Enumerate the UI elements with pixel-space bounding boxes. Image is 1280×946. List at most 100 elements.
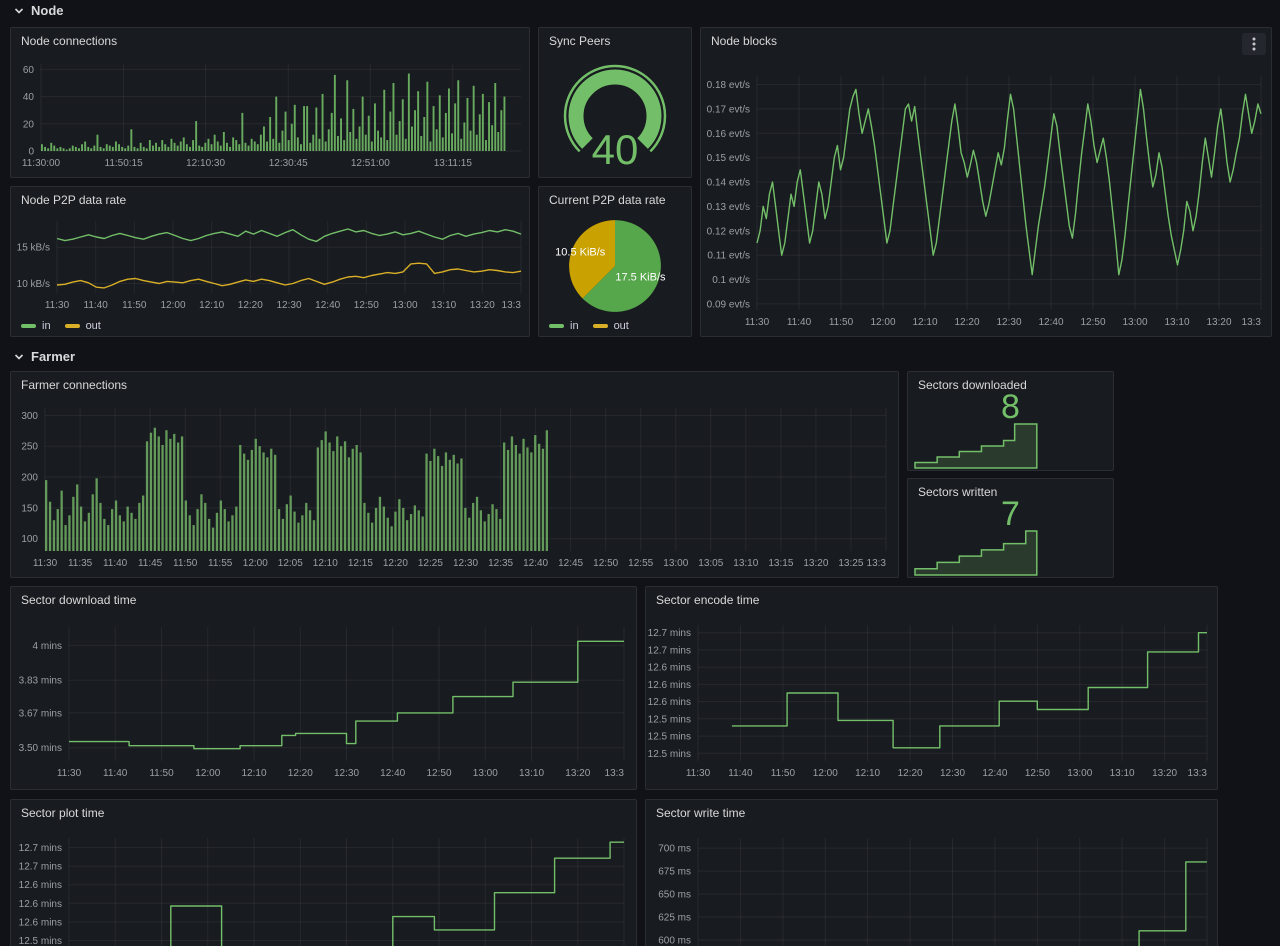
svg-text:60: 60 [23,65,35,76]
svg-text:12:00: 12:00 [870,317,895,328]
farmer-connections-chart[interactable]: 300 250 200 150 100 11:30 11:35 11:40 11:45 11:50… [11,398,898,577]
svg-text:13:10: 13:10 [519,768,544,779]
legend-swatch [549,324,564,328]
svg-text:12.5 mins: 12.5 mins [19,936,62,946]
svg-text:12:50: 12:50 [1080,317,1105,328]
panel-title[interactable]: Sector plot time [21,806,105,820]
svg-text:11:30:00: 11:30:00 [22,158,61,169]
sector-encode-time-chart[interactable]: 12.7 mins 12.7 mins 12.6 mins 12.6 mins 12.6… [646,613,1217,789]
panel-title[interactable]: Sector encode time [656,593,760,607]
sectors-written-sparkline[interactable] [909,528,1112,576]
stat-value: 8 [1001,388,1020,426]
svg-text:13:00: 13:00 [663,558,688,569]
svg-text:12:00: 12:00 [160,300,185,311]
svg-text:150: 150 [21,503,38,514]
svg-text:12.6 mins: 12.6 mins [19,917,62,928]
svg-text:12:10:30: 12:10:30 [186,158,225,169]
svg-text:12:40: 12:40 [523,558,548,569]
svg-text:13:00: 13:00 [1067,768,1092,779]
svg-text:12:30: 12:30 [453,558,478,569]
legend-item-in[interactable]: in [549,320,579,332]
panel-title[interactable]: Sectors downloaded [918,378,1027,392]
svg-text:12.7 mins: 12.7 mins [648,628,691,639]
svg-text:625 ms: 625 ms [658,913,691,924]
section-header-farmer[interactable]: Farmer [14,349,75,364]
sector-download-time-chart[interactable]: 4 mins 3.83 mins 3.67 mins 3.50 mins 11:30 11… [11,613,636,789]
chevron-down-icon [14,353,24,360]
svg-text:13:20: 13:20 [1152,768,1177,779]
svg-text:0.16 evt/s: 0.16 evt/s [707,129,750,140]
panel-title[interactable]: Sync Peers [549,34,611,48]
svg-text:675 ms: 675 ms [658,867,691,878]
panel-title[interactable]: Sectors written [918,485,998,499]
sync-peers-gauge[interactable]: 40 [539,54,691,177]
svg-text:12:00: 12:00 [243,558,268,569]
section-title: Farmer [31,349,76,364]
svg-text:13:00: 13:00 [1122,317,1147,328]
panel-title[interactable]: Node connections [21,34,118,48]
svg-text:13:10: 13:10 [1110,768,1135,779]
svg-text:250: 250 [21,442,38,453]
sectors-downloaded-sparkline[interactable] [909,421,1112,469]
panel-title[interactable]: Node P2P data rate [21,193,127,207]
svg-text:3.50 mins: 3.50 mins [19,743,62,754]
panel-sector-encode-time: Sector encode time 12.7 mins 12.7 mins 12.… [645,586,1218,790]
svg-text:0.11 evt/s: 0.11 evt/s [707,251,750,262]
svg-text:13:20: 13:20 [565,768,590,779]
svg-text:12:10: 12:10 [199,300,224,311]
svg-text:12.5 mins: 12.5 mins [648,714,691,725]
svg-text:0.09 evt/s: 0.09 evt/s [707,299,750,310]
svg-text:0.14 evt/s: 0.14 evt/s [707,178,750,189]
panel-title[interactable]: Sector write time [656,806,746,820]
legend-item-in[interactable]: in [21,320,51,332]
svg-text:10 kB/s: 10 kB/s [17,279,50,290]
svg-text:12.6 mins: 12.6 mins [648,663,691,674]
svg-text:13:25: 13:25 [838,558,863,569]
node-connections-chart[interactable]: 60 40 20 011:30:00 11:50:15 12:10:30 12:30:45 1… [11,54,529,177]
svg-text:11:35: 11:35 [68,558,93,569]
svg-text:20: 20 [23,119,35,130]
legend-swatch [64,324,80,328]
svg-text:12:30: 12:30 [940,768,965,779]
legend-swatch [592,324,608,328]
svg-text:12:10: 12:10 [241,768,266,779]
svg-text:12.6 mins: 12.6 mins [19,899,62,910]
svg-text:12:10: 12:10 [912,317,937,328]
svg-text:12:30: 12:30 [276,300,301,311]
svg-text:0.13 evt/s: 0.13 evt/s [707,202,750,213]
svg-text:12:30: 12:30 [334,768,359,779]
svg-text:11:30: 11:30 [45,300,70,311]
svg-text:3.67 mins: 3.67 mins [19,708,62,719]
section-header-node[interactable]: Node [14,3,64,18]
node-p2p-chart[interactable]: 15 kB/s 10 kB/s 11:30 11:40 11:50 12:00 12:10 1… [11,213,529,315]
panel-title[interactable]: Current P2P data rate [549,193,666,207]
legend-item-out[interactable]: out [592,320,629,332]
svg-text:11:40: 11:40 [103,558,128,569]
svg-text:0: 0 [28,147,34,158]
svg-text:13:3: 13:3 [605,768,625,779]
panel-title[interactable]: Farmer connections [21,378,128,392]
svg-text:11:30: 11:30 [33,558,58,569]
svg-text:12:20: 12:20 [383,558,408,569]
svg-text:11:40: 11:40 [787,317,812,328]
svg-text:12:20: 12:20 [238,300,263,311]
panel-title[interactable]: Node blocks [711,34,778,48]
current-p2p-pie-chart[interactable]: 17.5 KiB/s 10.5 KiB/s [539,213,691,315]
svg-text:13:10: 13:10 [431,300,456,311]
svg-text:0.18 evt/s: 0.18 evt/s [707,80,750,91]
legend-label: in [42,320,51,332]
svg-text:0.12 evt/s: 0.12 evt/s [707,226,750,237]
svg-text:13:11:15: 13:11:15 [434,158,473,169]
panel-title[interactable]: Sector download time [21,593,137,607]
sector-plot-time-chart[interactable]: 12.7 mins 12.7 mins 12.6 mins 12.6 mins 12.6… [11,826,636,946]
svg-text:12:40: 12:40 [380,768,405,779]
svg-text:12:05: 12:05 [278,558,303,569]
node-blocks-chart[interactable]: 0.18 evt/s 0.17 evt/s 0.16 evt/s 0.15 evt/s… [701,54,1271,336]
panel-menu-button[interactable] [1242,33,1266,55]
panel-sectors-written: Sectors written 7 [907,478,1114,578]
legend-item-out[interactable]: out [64,320,101,332]
svg-text:12:20: 12:20 [288,768,313,779]
svg-text:11:30: 11:30 [745,317,770,328]
